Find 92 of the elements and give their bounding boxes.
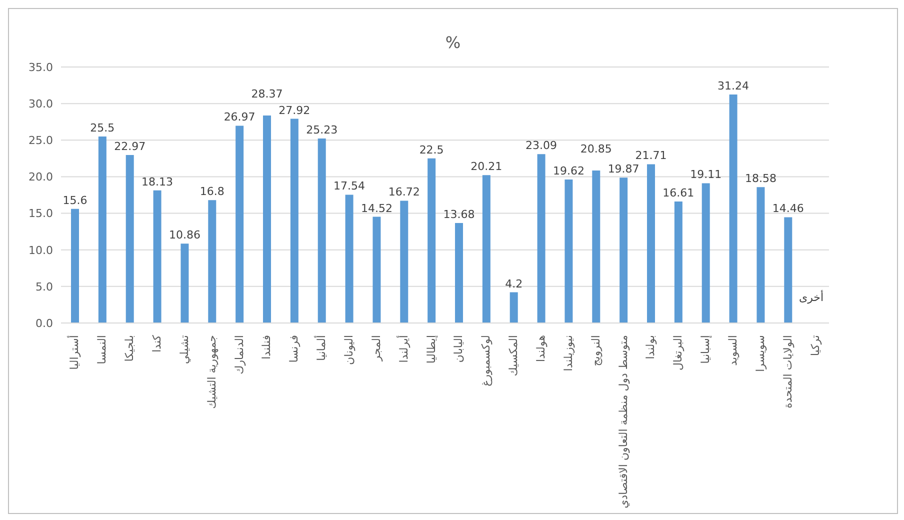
bar: [620, 178, 628, 323]
data-label: 27.92: [278, 104, 310, 117]
x-tick-label: لوكسمبورغ: [480, 335, 493, 386]
x-tick-label: ألمانيا: [314, 335, 328, 361]
bar: [702, 183, 710, 323]
x-tick-label: السويد: [726, 335, 740, 366]
y-tick-label: 20.0: [28, 170, 53, 184]
data-label: 19.87: [608, 162, 640, 176]
y-tick-label: 25.0: [28, 134, 53, 148]
x-tick-label: جمهورية التشيك: [205, 335, 218, 409]
data-label: 31.24: [718, 80, 750, 92]
data-label: 14.46: [772, 202, 804, 216]
bar: [756, 187, 765, 323]
bar: [290, 118, 298, 323]
x-tick-label: هولندا: [534, 334, 548, 362]
bar: [208, 200, 216, 323]
data-label: 28.37: [251, 87, 283, 100]
bar: [318, 138, 326, 323]
data-label: 16.61: [662, 186, 694, 200]
data-label: 20.85: [580, 142, 612, 156]
bar: [674, 202, 682, 323]
x-tick-label: بلجيكا: [123, 335, 136, 362]
data-label: 20.21: [470, 160, 502, 174]
bar: [236, 126, 244, 323]
data-label: 18.58: [744, 172, 776, 186]
bar: [153, 190, 162, 323]
data-label: 22.97: [114, 140, 146, 153]
x-tick-label: سويسرا: [754, 335, 767, 372]
data-label: 13.68: [443, 208, 475, 221]
y-tick-label: 10.0: [28, 244, 53, 257]
x-tick-label: النمسا: [96, 335, 109, 364]
data-label: 16.8: [200, 185, 224, 198]
bar: [71, 208, 79, 323]
y-tick-label: 35.0: [28, 60, 53, 74]
bar: [345, 194, 354, 323]
bar: [372, 216, 381, 323]
y-tick-label: 30.0: [28, 97, 53, 110]
data-label: 22.5: [419, 143, 444, 156]
data-label: 4.2: [505, 277, 523, 290]
x-tick-label: أيرلندا: [396, 335, 410, 363]
bar: [647, 164, 655, 323]
bar: [126, 154, 134, 323]
x-tick-label: اليونان: [342, 335, 356, 365]
bar: [400, 200, 408, 323]
x-tick-label: المجر: [370, 335, 383, 362]
bar: [729, 94, 738, 323]
x-tick-label: الدنمارك: [232, 335, 246, 374]
bar: [592, 170, 600, 323]
x-tick-label: الولايات المتحدة: [781, 335, 794, 408]
data-label: 25.23: [306, 123, 338, 136]
x-tick-label: البرتغال: [672, 335, 685, 371]
bar: [537, 154, 546, 323]
y-tick-label: 15.0: [28, 207, 53, 220]
x-tick-label: كندا: [150, 334, 164, 352]
data-label: 10.86: [168, 228, 200, 242]
data-label: 21.71: [635, 149, 667, 162]
note-text: أخرى: [799, 291, 824, 304]
y-tick-label: 5.0: [36, 280, 53, 294]
x-tick-label: بولندا: [644, 335, 658, 360]
data-label: 18.13: [142, 175, 174, 188]
data-label: 16.72: [388, 186, 420, 199]
data-label: 15.6: [62, 194, 88, 207]
bar: [428, 158, 436, 323]
data-label: 19.11: [690, 168, 722, 182]
bar: [98, 136, 106, 323]
x-tick-label: فنلندا: [260, 335, 274, 360]
y-tick-label: 0.0: [36, 316, 53, 330]
x-tick-label: النرويج: [589, 335, 602, 366]
x-tick-label: إسبانيا: [699, 335, 712, 364]
bar: [263, 115, 271, 323]
data-label: 14.52: [360, 202, 392, 215]
chart-title: %: [444, 32, 462, 54]
x-tick-label: اليابان: [452, 335, 466, 363]
x-tick-label: فرنسا: [288, 335, 301, 363]
x-tick-label: إيطاليا: [424, 335, 438, 364]
bar: [482, 175, 490, 323]
data-label: 26.97: [224, 110, 256, 124]
x-tick-label: أستراليا: [67, 335, 82, 370]
data-label: 19.62: [552, 164, 584, 178]
data-label: 17.54: [334, 180, 366, 193]
bar: [510, 292, 518, 323]
x-tick-label: تركيا: [808, 335, 822, 356]
x-tick-label: تشيلي: [178, 335, 191, 364]
bar: [784, 217, 792, 323]
bar: [455, 222, 463, 323]
x-tick-label: المكسيك: [507, 335, 520, 376]
data-label: 25.5: [90, 121, 115, 134]
bar: [564, 179, 573, 323]
data-label: 23.09: [526, 139, 558, 152]
bar: [180, 244, 189, 323]
x-tick-label: متوسط دول منظمة التعاون الاقتصادي: [616, 334, 630, 508]
x-tick-label: نيوزيلندا: [562, 335, 575, 372]
